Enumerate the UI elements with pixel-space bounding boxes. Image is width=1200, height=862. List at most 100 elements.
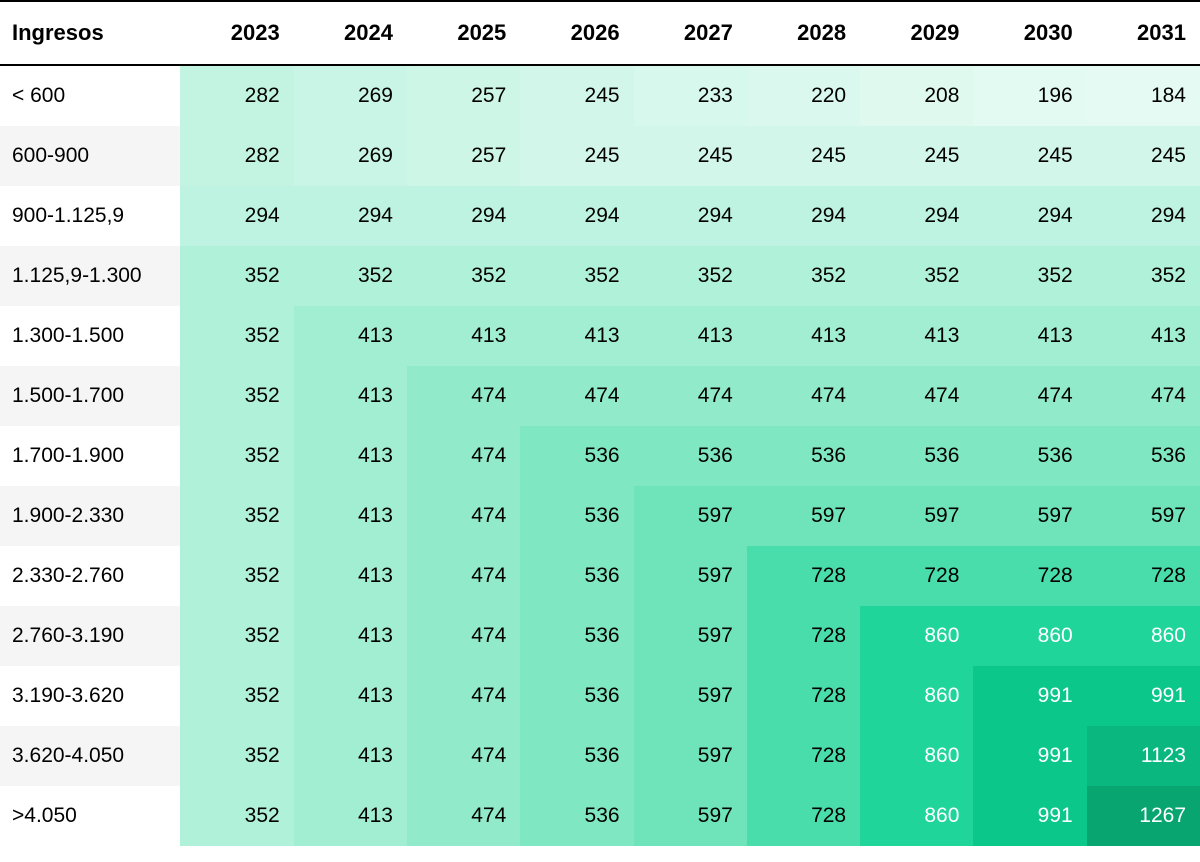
table-row: 900-1.125,9294294294294294294294294294 [0,186,1200,246]
data-cell: 352 [180,546,293,606]
data-cell: 597 [634,726,747,786]
col-header: 2024 [294,1,407,65]
data-cell: 413 [407,306,520,366]
data-cell: 728 [747,606,860,666]
data-cell: 536 [520,666,633,726]
data-cell: 474 [407,486,520,546]
table-row: < 600282269257245233220208196184 [0,65,1200,126]
data-cell: 991 [973,666,1086,726]
data-cell: 474 [1087,366,1200,426]
data-cell: 597 [634,666,747,726]
row-label: 1.900-2.330 [0,486,180,546]
data-cell: 860 [860,606,973,666]
data-cell: 597 [973,486,1086,546]
data-cell: 282 [180,65,293,126]
data-cell: 536 [860,426,973,486]
data-cell: 474 [407,426,520,486]
data-cell: 474 [973,366,1086,426]
data-cell: 536 [1087,426,1200,486]
data-cell: 352 [634,246,747,306]
row-label: < 600 [0,65,180,126]
data-cell: 294 [747,186,860,246]
data-cell: 728 [747,546,860,606]
data-cell: 728 [1087,546,1200,606]
row-label: >4.050 [0,786,180,846]
data-cell: 294 [634,186,747,246]
table-row: 1.900-2.330352413474536597597597597597 [0,486,1200,546]
data-cell: 860 [973,606,1086,666]
data-cell: 1267 [1087,786,1200,846]
data-cell: 208 [860,65,973,126]
data-cell: 860 [860,726,973,786]
data-cell: 860 [860,666,973,726]
data-cell: 282 [180,126,293,186]
data-cell: 1123 [1087,726,1200,786]
col-header: 2023 [180,1,293,65]
table-row: 3.190-3.620352413474536597728860991991 [0,666,1200,726]
data-cell: 294 [407,186,520,246]
col-header: 2025 [407,1,520,65]
data-cell: 294 [180,186,293,246]
row-label: 600-900 [0,126,180,186]
data-cell: 536 [973,426,1086,486]
data-cell: 536 [520,546,633,606]
table-row: 1.700-1.900352413474536536536536536536 [0,426,1200,486]
data-cell: 352 [180,666,293,726]
data-cell: 352 [973,246,1086,306]
row-label: 900-1.125,9 [0,186,180,246]
data-cell: 991 [973,726,1086,786]
data-cell: 597 [1087,486,1200,546]
data-cell: 474 [407,786,520,846]
table-row: 2.330-2.760352413474536597728728728728 [0,546,1200,606]
data-cell: 728 [747,726,860,786]
data-cell: 474 [407,666,520,726]
col-header: 2028 [747,1,860,65]
data-cell: 352 [180,426,293,486]
data-cell: 728 [973,546,1086,606]
data-cell: 728 [747,786,860,846]
header-row: Ingresos 2023 2024 2025 2026 2027 2028 2… [0,1,1200,65]
data-cell: 352 [180,246,293,306]
data-cell: 474 [407,606,520,666]
data-cell: 536 [520,486,633,546]
data-cell: 536 [520,786,633,846]
data-cell: 597 [634,606,747,666]
data-cell: 413 [294,366,407,426]
table-body: < 600282269257245233220208196184600-9002… [0,65,1200,846]
data-cell: 245 [973,126,1086,186]
row-header-label: Ingresos [0,1,180,65]
income-heatmap-table: Ingresos 2023 2024 2025 2026 2027 2028 2… [0,0,1200,846]
data-cell: 413 [294,666,407,726]
data-cell: 245 [634,126,747,186]
data-cell: 245 [1087,126,1200,186]
data-cell: 352 [520,246,633,306]
data-cell: 352 [407,246,520,306]
row-label: 3.620-4.050 [0,726,180,786]
data-cell: 597 [634,546,747,606]
data-cell: 474 [520,366,633,426]
data-cell: 413 [294,426,407,486]
data-cell: 352 [747,246,860,306]
data-cell: 294 [294,186,407,246]
data-cell: 413 [973,306,1086,366]
data-cell: 294 [973,186,1086,246]
data-cell: 352 [180,786,293,846]
data-cell: 352 [180,726,293,786]
data-cell: 474 [634,366,747,426]
data-cell: 184 [1087,65,1200,126]
col-header: 2027 [634,1,747,65]
row-label: 1.300-1.500 [0,306,180,366]
data-cell: 536 [520,726,633,786]
data-cell: 413 [294,486,407,546]
data-cell: 245 [747,126,860,186]
table-row: 1.300-1.500352413413413413413413413413 [0,306,1200,366]
data-cell: 536 [747,426,860,486]
table-row: 2.760-3.190352413474536597728860860860 [0,606,1200,666]
data-cell: 413 [1087,306,1200,366]
data-cell: 294 [520,186,633,246]
data-cell: 474 [407,726,520,786]
data-cell: 536 [520,426,633,486]
data-cell: 245 [520,126,633,186]
data-cell: 413 [634,306,747,366]
data-cell: 352 [180,606,293,666]
